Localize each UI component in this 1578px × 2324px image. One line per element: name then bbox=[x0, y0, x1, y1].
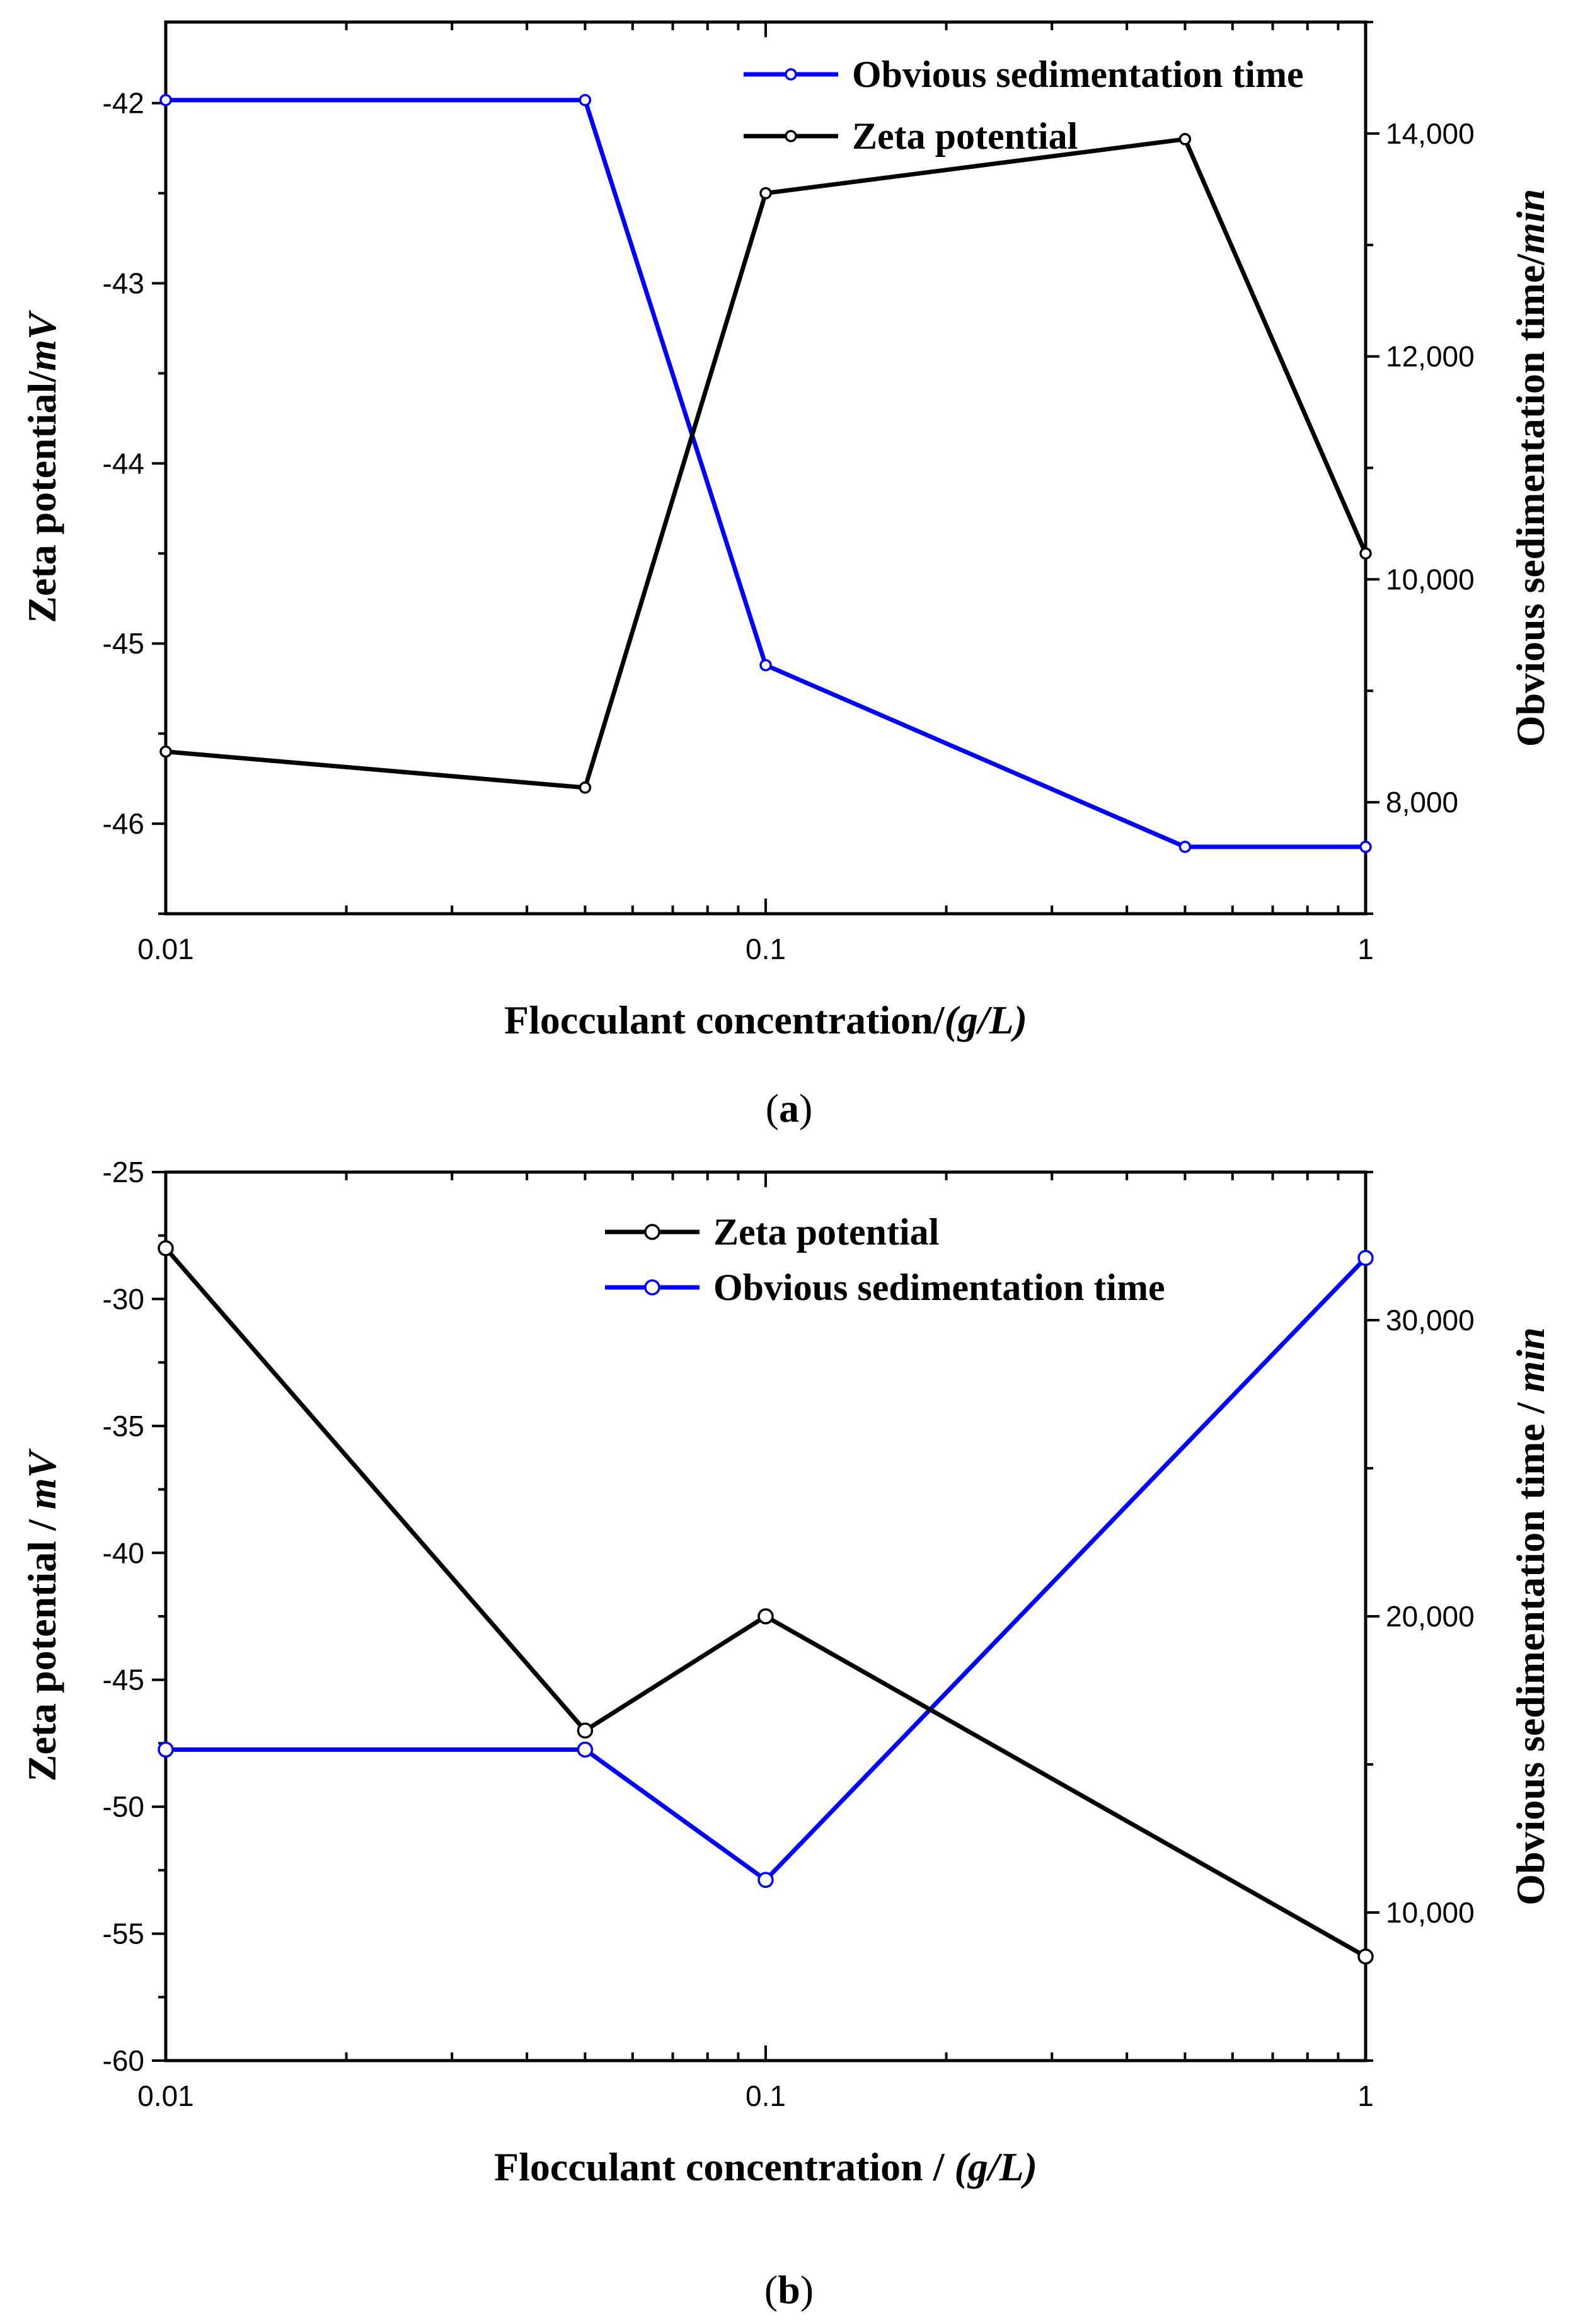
data-point-obvious-sedimentation-time bbox=[1357, 1250, 1374, 1267]
legend-label-obvious-sedimentation-time: Obvious sedimentation time bbox=[713, 1267, 1165, 1308]
y-right-tick-label: 14,000 bbox=[1386, 117, 1475, 150]
legend-label-obvious-sedimentation-time: Obvious sedimentation time bbox=[852, 54, 1304, 95]
x-axis-title: Flocculant concentration / (g/L) bbox=[494, 2144, 1037, 2189]
y-left-tick-label: -42 bbox=[103, 87, 144, 120]
panel-label-letter: a bbox=[779, 1086, 799, 1130]
panel-label-letter: b bbox=[778, 2267, 800, 2312]
data-point-obvious-sedimentation-time bbox=[158, 1741, 174, 1758]
y-left-tick-label: -43 bbox=[103, 267, 144, 299]
y-right-tick-label: 12,000 bbox=[1386, 340, 1475, 373]
series-line-obvious-sedimentation-time bbox=[166, 98, 1366, 849]
y-left-tick-label: -44 bbox=[103, 447, 144, 480]
panel-label-b: (b) bbox=[764, 2267, 814, 2312]
y-left-axis-title-unit: mV bbox=[20, 309, 64, 371]
x-tick-label: 0.1 bbox=[746, 2080, 786, 2112]
data-point-obvious-sedimentation-time bbox=[757, 1872, 774, 1889]
chart-panel-b: 0.01 0.1 1 -60 -55 -50 -45 -40 -35 -30 -25 10,000 20… bbox=[20, 1156, 1553, 2189]
y-right-tick-label: 8,000 bbox=[1386, 786, 1458, 819]
panel-label-close: ) bbox=[799, 1086, 812, 1130]
data-point-obvious-sedimentation-time bbox=[159, 94, 172, 106]
y-right-axis-title: Obvious sedimentation time/min bbox=[1508, 189, 1553, 747]
legend-marker-obvious-sedimentation-time bbox=[644, 1279, 660, 1296]
x-tick-label: 0.01 bbox=[137, 2080, 194, 2112]
x-axis-title: Flocculant concentration/(g/L) bbox=[504, 998, 1027, 1042]
y-right-tick-label: 10,000 bbox=[1386, 563, 1475, 595]
y-right-axis-title: Obvious sedimentation time / min bbox=[1508, 1327, 1553, 1905]
y-left-tick-label: -60 bbox=[103, 2044, 144, 2077]
y-left-tick-label: -30 bbox=[103, 1282, 144, 1315]
y-left-tick-label: -45 bbox=[103, 1664, 144, 1696]
data-point-zeta-potential bbox=[1178, 133, 1192, 146]
y-left-axis-title-unit: mV bbox=[20, 1447, 64, 1509]
data-point-zeta-potential bbox=[759, 187, 772, 200]
series-line-obvious-sedimentation-time bbox=[166, 1256, 1368, 1882]
y-left-tick-label: -45 bbox=[103, 627, 144, 660]
data-point-obvious-sedimentation-time bbox=[759, 659, 772, 672]
x-tick-label: 1 bbox=[1357, 933, 1374, 965]
data-point-obvious-sedimentation-time bbox=[1359, 841, 1372, 853]
y-left-tick-label: -35 bbox=[103, 1410, 144, 1442]
legend-marker-zeta-potential bbox=[785, 130, 797, 142]
data-point-obvious-sedimentation-time bbox=[577, 1741, 594, 1758]
y-left-axis-title: Zeta potential / mV bbox=[20, 1447, 64, 1781]
y-left-tick-label: -55 bbox=[103, 1918, 144, 1950]
y-right-axis-title-text: Obvious sedimentation time / bbox=[1508, 1392, 1553, 1905]
y-left-tick-label: -40 bbox=[103, 1536, 144, 1569]
y-right-tick-label: 30,000 bbox=[1386, 1304, 1475, 1337]
data-point-zeta-potential bbox=[757, 1608, 774, 1625]
y-right-tick-label: 20,000 bbox=[1386, 1600, 1475, 1633]
panel-label-open: ( bbox=[764, 2267, 778, 2312]
legend-label-zeta-potential: Zeta potential bbox=[852, 115, 1078, 157]
chart-panel-a: 0.01 0.1 1 -46 -45 -44 -43 -42 8,000 10,000 12,000… bbox=[20, 20, 1553, 1042]
legend-marker-zeta-potential bbox=[644, 1224, 660, 1240]
data-point-obvious-sedimentation-time bbox=[579, 94, 592, 106]
legend-label-zeta-potential: Zeta potential bbox=[713, 1211, 939, 1253]
y-left-axis-title: Zeta potential/mV bbox=[20, 309, 64, 623]
y-left-axis-title-text: Zeta potential/ bbox=[20, 371, 64, 623]
plot-frame bbox=[164, 20, 1368, 916]
legend-marker-obvious-sedimentation-time bbox=[785, 68, 797, 81]
x-tick-label: 1 bbox=[1357, 2080, 1374, 2112]
y-left-axis-title-text: Zeta potential / bbox=[20, 1509, 64, 1781]
data-point-zeta-potential bbox=[1359, 547, 1372, 560]
x-tick-label: 0.1 bbox=[746, 933, 786, 965]
x-axis-title-text: Flocculant concentration / bbox=[494, 2144, 955, 2189]
panel-label-a: (a) bbox=[766, 1086, 813, 1130]
data-point-zeta-potential bbox=[1357, 1948, 1374, 1965]
x-axis-title-unit: (g/L) bbox=[945, 998, 1028, 1042]
y-right-tick-label: 10,000 bbox=[1386, 1896, 1475, 1929]
y-right-axis-title-unit: min bbox=[1508, 1327, 1553, 1392]
y-left-tick-label: -50 bbox=[103, 1790, 144, 1823]
series-line-zeta-potential bbox=[165, 137, 1368, 790]
x-tick-label: 0.01 bbox=[137, 933, 194, 965]
series-line-zeta-potential bbox=[164, 1246, 1367, 1959]
y-left-tick-label: -25 bbox=[103, 1156, 144, 1188]
y-right-axis-title-text: Obvious sedimentation time/ bbox=[1508, 253, 1553, 747]
y-right-axis-title-unit: min bbox=[1508, 189, 1553, 254]
y-left-tick-label: -46 bbox=[103, 807, 144, 840]
data-point-zeta-potential bbox=[577, 1722, 594, 1739]
x-axis-title-unit: (g/L) bbox=[955, 2144, 1038, 2189]
data-point-zeta-potential bbox=[159, 745, 172, 758]
data-point-zeta-potential bbox=[579, 781, 592, 794]
x-axis-title-text: Flocculant concentration/ bbox=[504, 998, 945, 1042]
data-point-obvious-sedimentation-time bbox=[1178, 841, 1192, 853]
panel-label-close: ) bbox=[800, 2267, 814, 2312]
panel-label-open: ( bbox=[766, 1086, 779, 1130]
data-point-zeta-potential bbox=[158, 1240, 174, 1257]
